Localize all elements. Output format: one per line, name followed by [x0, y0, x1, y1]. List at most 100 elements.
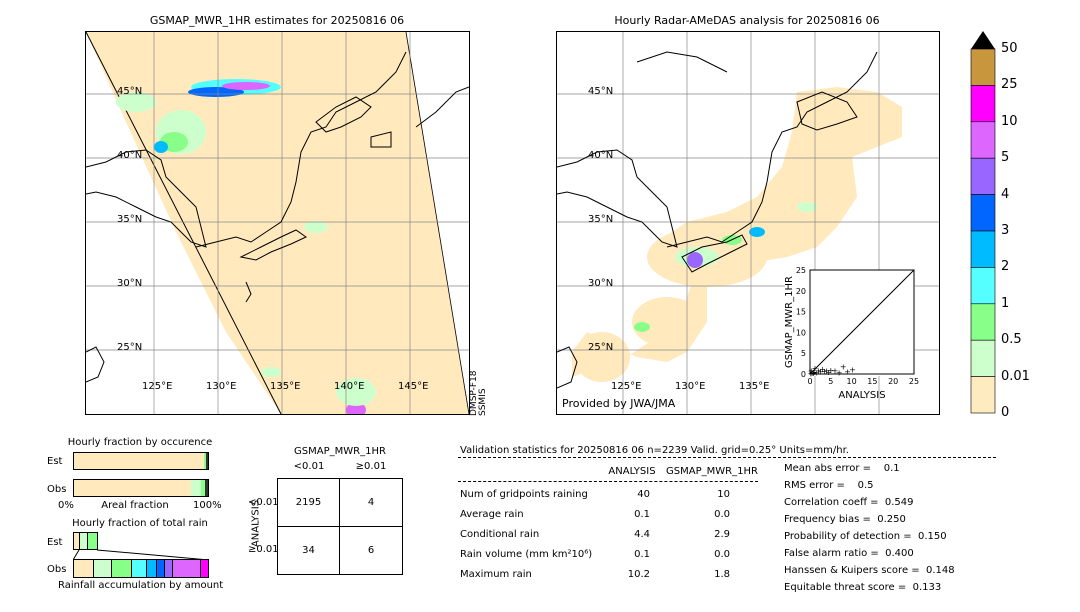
- colorbar-label: 5: [1001, 150, 1010, 166]
- validation-header: Validation statistics for 20250816 06 n=…: [460, 445, 849, 456]
- rain-blob: [304, 221, 328, 233]
- validation-score: Mean abs error = 0.1: [784, 463, 900, 474]
- left-lat-label: 35°N: [117, 214, 143, 225]
- colorbar: [970, 31, 996, 414]
- right-lon-label: 130°E: [675, 381, 706, 392]
- scatter-point: +: [832, 367, 839, 376]
- totalrain-xlabel: Rainfall accumulation by amount: [58, 580, 224, 591]
- totalrain-obs-segment: [200, 559, 209, 578]
- occurrence-est-label: Est: [47, 456, 63, 467]
- scatter-point: +: [825, 368, 832, 377]
- occurrence-obs-segment: [201, 480, 205, 496]
- left-map-grid: [86, 32, 469, 414]
- scatter-ytick-label: 20: [796, 287, 806, 296]
- scatter-xtick-label: 15: [867, 377, 877, 386]
- validation-col-analysis: ANALYSIS: [608, 466, 656, 477]
- contingency-cell: 34: [302, 545, 315, 556]
- validation-score: RMS error = 0.5: [784, 480, 874, 491]
- contingency-cell: 2195: [295, 497, 322, 508]
- right-lat-label: 35°N: [588, 214, 614, 225]
- scatter-point: +: [827, 366, 834, 375]
- colorbar-label: 2: [1001, 259, 1010, 275]
- scatter-point: +: [836, 368, 843, 377]
- left-lat-label: 25°N: [117, 342, 143, 353]
- colorbar-label: 0.01: [1001, 368, 1030, 384]
- validation-row-label: Average rain: [460, 509, 524, 520]
- contingency-title: GSMAP_MWR_1HR: [294, 446, 386, 457]
- colorbar-label: 10: [1001, 113, 1018, 129]
- occurrence-title: Hourly fraction by occurence: [67, 437, 213, 448]
- right-lon-label: 135°E: [739, 381, 770, 392]
- totalrain-obs-segment: [146, 559, 157, 578]
- validation-score: Frequency bias = 0.250: [784, 514, 906, 525]
- validation-col-gsmap: GSMAP_MWR_1HR: [666, 466, 758, 477]
- left-lat-label: 30°N: [117, 278, 143, 289]
- totalrain-est-segment: [73, 532, 80, 550]
- diagonal-line: [809, 269, 915, 375]
- scatter-ylabel: GSMAP_MWR_1HR: [784, 276, 795, 368]
- validation-row-analysis: 10.2: [627, 569, 650, 580]
- left-map-title: GSMAP_MWR_1HR estimates for 20250816 06: [149, 14, 405, 27]
- scatter-point: +: [813, 368, 820, 377]
- colorbar-swatch: [970, 85, 996, 123]
- left-map-svg: [86, 32, 469, 414]
- colorbar-swatch: [970, 303, 996, 341]
- scatter-point: +: [817, 368, 824, 377]
- validation-score: Equitable threat score = 0.133: [784, 582, 942, 593]
- colorbar-swatch: [970, 230, 996, 268]
- occurrence-obs-label: Obs: [47, 484, 67, 495]
- left-map-coastline: [86, 51, 469, 383]
- left-lon-label: 145°E: [398, 381, 429, 392]
- colorbar-swatch: [970, 376, 996, 414]
- scatter-xtick-label: 0: [807, 377, 812, 386]
- colorbar-swatch: [970, 157, 996, 195]
- scatter-plot: +++++++++++++++++++ 0 5 10 15 20 25 0 5 10 15 20 2…: [784, 266, 919, 401]
- scatter-point: +: [808, 366, 815, 375]
- scatter-point: +: [812, 364, 819, 373]
- scatter-ytick-label: 5: [801, 349, 806, 358]
- rain-blob: [797, 202, 817, 212]
- scatter-points: +++++++++++++++++++: [807, 363, 855, 379]
- validation-score: False alarm ratio = 0.400: [784, 548, 914, 559]
- colorbar-label: 50: [1001, 41, 1018, 56]
- validation-row-analysis: 0.1: [634, 509, 650, 520]
- totalrain-obs-segment: [156, 559, 165, 578]
- colorbar-swatch: [970, 48, 996, 86]
- validation-row-label: Num of gridpoints raining: [460, 489, 588, 500]
- scatter-point: +: [823, 366, 830, 375]
- validation-row-gsmap: 0.0: [714, 509, 730, 520]
- totalrain-bars: [73, 532, 210, 578]
- connector-line: [96, 549, 210, 561]
- left-lat-label: 45°N: [117, 86, 143, 97]
- occurrence-est-segment: [204, 453, 206, 469]
- totalrain-est-label: Est: [47, 537, 63, 548]
- totalrain-est-segment: [79, 532, 88, 550]
- validation-row-gsmap: 1.8: [714, 569, 730, 580]
- rain-blob: [188, 87, 244, 97]
- totalrain-title: Hourly fraction of total rain: [72, 518, 208, 529]
- rain-blob: [749, 227, 765, 237]
- contingency-row-header: ≥0.01: [248, 544, 279, 555]
- occurrence-obs-segment: [191, 480, 201, 496]
- right-lat-label: 30°N: [588, 278, 614, 289]
- rain-blob: [261, 367, 281, 377]
- left-lon-label: 125°E: [142, 381, 173, 392]
- scatter-point: +: [811, 368, 818, 377]
- occurrence-obs-bar: [73, 479, 209, 497]
- validation-subdivider: [458, 481, 758, 482]
- scatter-xtick-label: 10: [847, 377, 857, 386]
- occurrence-xtick-0: 0%: [58, 500, 74, 511]
- contingency-row-header: <0.01: [248, 497, 279, 508]
- contingency-col-header: ≥0.01: [355, 461, 387, 472]
- colorbar-swatch: [970, 194, 996, 232]
- validation-row-analysis: 0.1: [634, 549, 650, 560]
- validation-row-gsmap: 0.0: [714, 549, 730, 560]
- scatter-ytick-label: 15: [796, 308, 806, 317]
- right-map-coastline: [557, 51, 878, 389]
- totalrain-obs-label: Obs: [47, 564, 67, 575]
- colorbar-swatch: [970, 121, 996, 159]
- left-map-panel: 45°N 40°N 35°N 30°N 25°N 125°E 130°E 135…: [85, 31, 470, 415]
- scatter-point: +: [819, 365, 826, 374]
- occurrence-obs-segment: [205, 480, 208, 496]
- scatter-point: +: [807, 370, 814, 379]
